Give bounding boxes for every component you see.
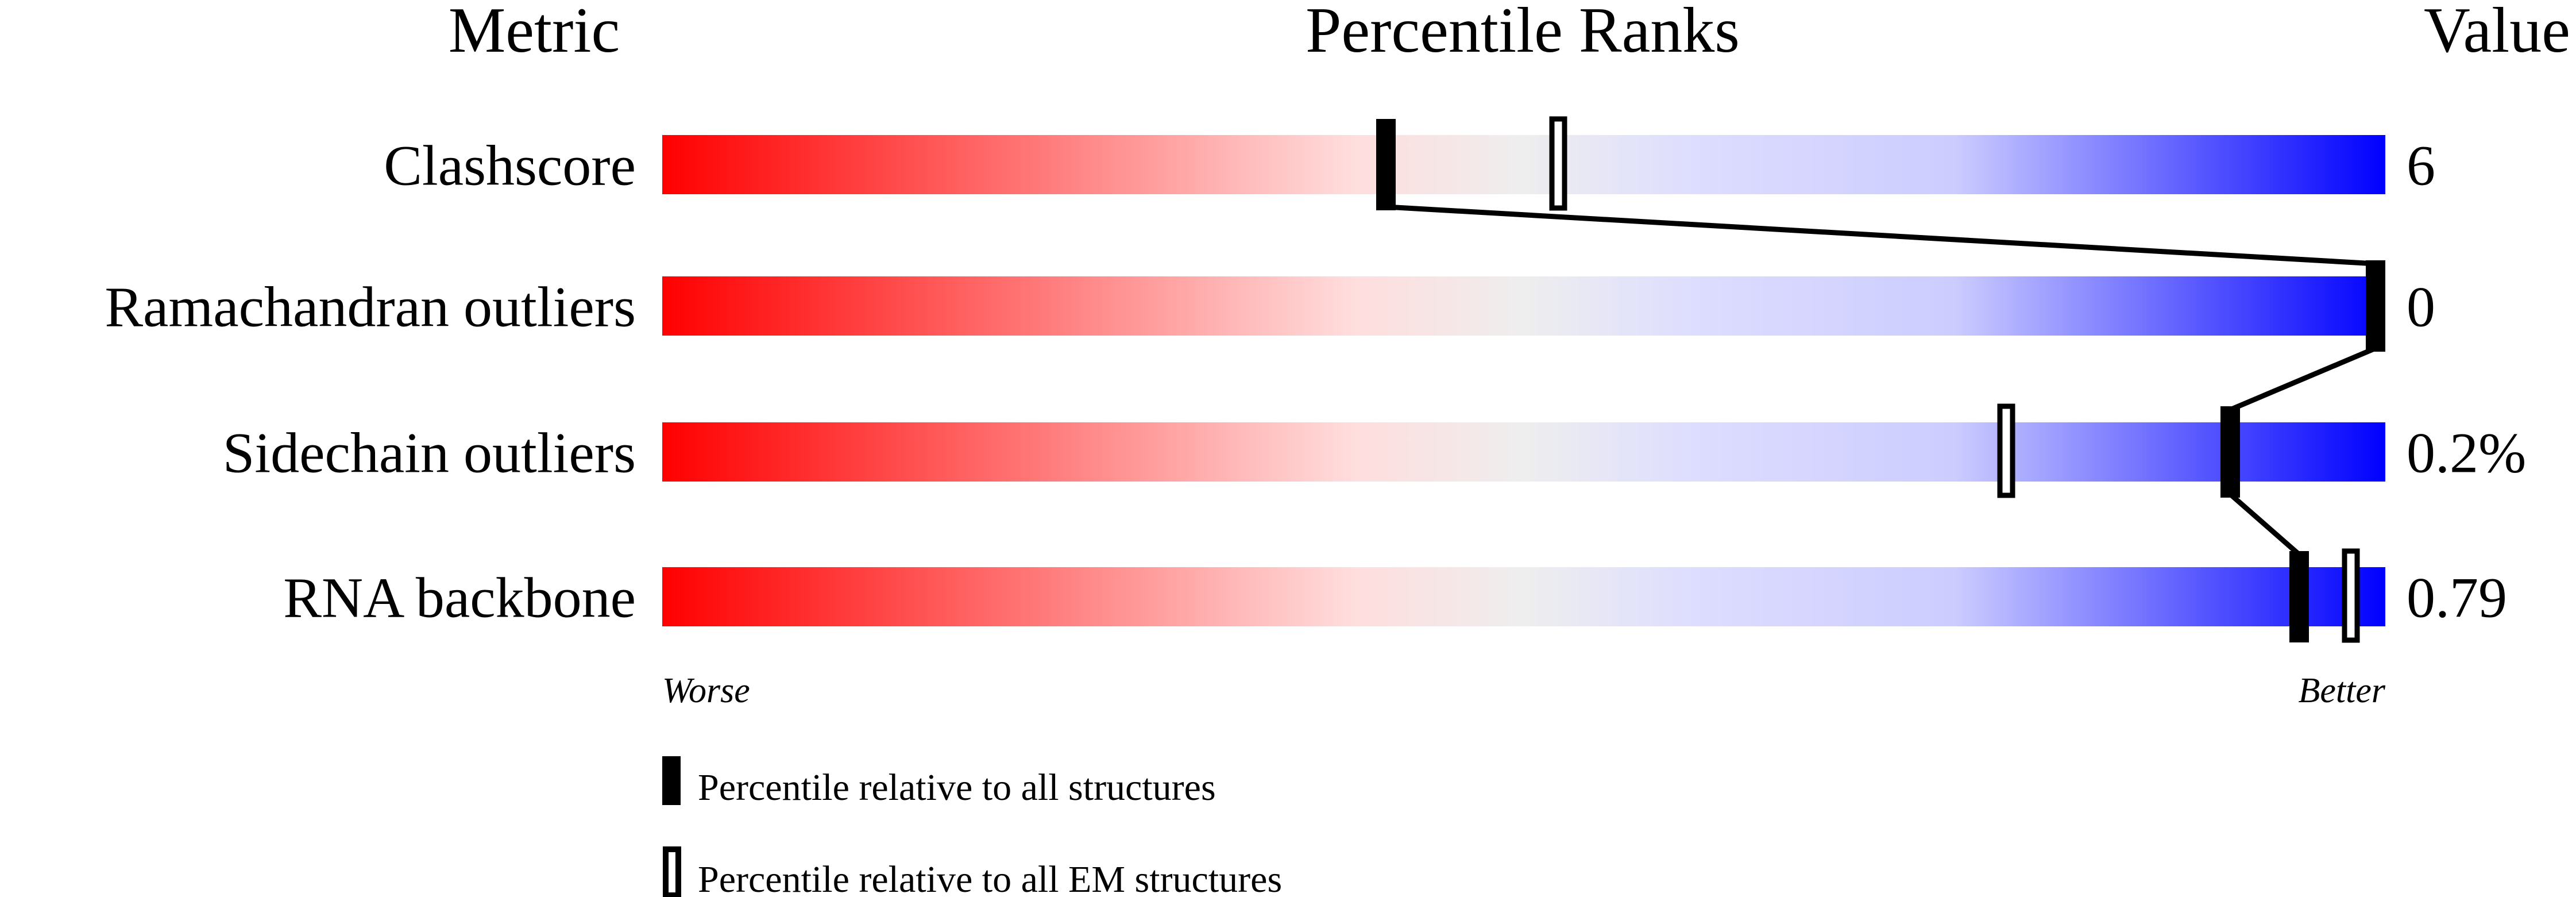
- percentile-bar: [662, 276, 2385, 336]
- all-percentile-marker: [1376, 119, 1396, 210]
- percentile-bar: [662, 567, 2385, 626]
- metric-label: Sidechain outliers: [223, 421, 636, 485]
- axis-worse-label: Worse: [662, 671, 750, 710]
- connector-line: [1385, 204, 2376, 267]
- percentile-bar: [662, 135, 2385, 194]
- em-percentile-marker: [1549, 116, 1567, 211]
- percentile-bar: [662, 422, 2385, 482]
- legend-all-label: Percentile relative to all structures: [698, 767, 1216, 809]
- legend-all-marker: [662, 756, 681, 805]
- all-percentile-marker: [2220, 406, 2240, 498]
- axis-better-label: Better: [2299, 671, 2386, 710]
- all-percentile-marker: [2366, 260, 2385, 352]
- legend-em-marker: [663, 846, 681, 897]
- metric-value: 0.2%: [2407, 421, 2526, 485]
- metric-label: RNA backbone: [283, 566, 636, 630]
- metric-label: Clashscore: [384, 134, 636, 198]
- metric-value: 0: [2407, 275, 2435, 339]
- metric-value: 0.79: [2407, 566, 2507, 630]
- em-percentile-marker: [1997, 403, 2015, 498]
- header-value: Value: [2424, 0, 2570, 66]
- header-percentile-ranks: Percentile Ranks: [1306, 0, 1740, 66]
- header-metric: Metric: [449, 0, 620, 66]
- metric-label: Ramachandran outliers: [105, 275, 636, 339]
- em-percentile-marker: [2342, 548, 2360, 643]
- all-percentile-marker: [2289, 551, 2309, 642]
- metric-value: 6: [2407, 134, 2435, 198]
- connector-line: [2229, 492, 2301, 557]
- connector-line: [2229, 345, 2377, 413]
- legend-em-label: Percentile relative to all EM structures: [698, 858, 1282, 897]
